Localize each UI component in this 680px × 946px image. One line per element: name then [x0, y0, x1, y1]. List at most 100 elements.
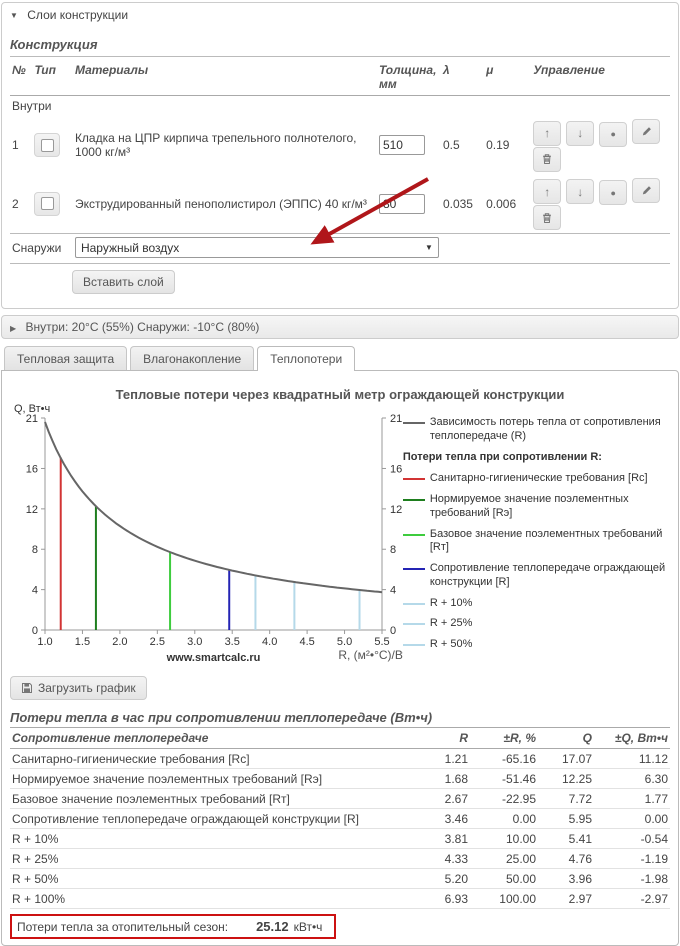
triangle-right-icon: ▶	[10, 324, 17, 333]
layer-checkbox[interactable]	[34, 191, 61, 216]
climate-bar-label: Внутри: 20°C (55%) Снаружи: -10°C (80%)	[25, 320, 260, 334]
triangle-down-icon: ▼	[10, 11, 18, 20]
arrow-up-icon: ↑	[544, 126, 551, 140]
svg-text:4.0: 4.0	[262, 636, 277, 648]
svg-text:5.0: 5.0	[337, 636, 352, 648]
layers-panel: ▼ Слои конструкции Конструкция № Тип Мат…	[1, 2, 679, 309]
svg-text:8: 8	[390, 544, 396, 556]
construction-title: Конструкция	[10, 31, 670, 57]
tab-тепловая-защита[interactable]: Тепловая защита	[4, 346, 128, 370]
svg-text:Q, Вт•ч: Q, Вт•ч	[14, 403, 50, 415]
legend-line-icon	[402, 533, 425, 536]
edit-button[interactable]	[632, 177, 661, 203]
heat-loss-chart: Q, Вт•ч 0 0 4 4 8 8 12 12 16 16 21 21 1.0 1.5 2.0 2.5 3.0…	[14, 403, 403, 664]
trash-icon	[543, 212, 552, 223]
svg-text:5.5: 5.5	[374, 636, 389, 648]
svg-text:21: 21	[390, 413, 402, 425]
dot-icon: ●	[610, 129, 616, 139]
move-up-button[interactable]: ↑	[533, 179, 562, 204]
inside-label: Внутри	[12, 99, 52, 113]
legend-line-icon	[402, 623, 425, 626]
svg-text:16: 16	[390, 463, 402, 475]
svg-text:12: 12	[26, 504, 38, 516]
season-total-unit: кВт•ч	[293, 919, 323, 934]
select-button[interactable]: ●	[599, 121, 628, 147]
svg-text:12: 12	[390, 504, 402, 516]
legend-item: Сопротивление теплопередаче ограждающей …	[402, 562, 670, 590]
layer-checkbox[interactable]	[34, 133, 61, 158]
legend-line-icon	[402, 644, 425, 646]
thickness-input[interactable]	[378, 193, 425, 214]
legend-item: R + 25%	[402, 617, 670, 631]
loss-table-title: Потери тепла в час при сопротивлении теп…	[10, 710, 433, 725]
tab-list: Тепловая защита Влагонакопление Теплопотер…	[1, 346, 679, 371]
pencil-icon	[642, 185, 651, 194]
thickness-input[interactable]	[378, 135, 425, 156]
svg-text:2.5: 2.5	[150, 636, 165, 648]
legend-item: R + 50%	[402, 638, 670, 652]
svg-text:3.0: 3.0	[187, 636, 202, 648]
svg-text:4: 4	[32, 585, 38, 597]
move-down-button[interactable]: ↓	[566, 179, 595, 204]
legend-item: R + 10%	[402, 597, 670, 611]
legend-line-icon	[402, 602, 425, 605]
season-total-value: 25.12	[256, 919, 289, 934]
construction-rows: Внутри 1 Кладка на ЦПР кирпича трепельног…	[10, 96, 670, 234]
select-button[interactable]: ●	[599, 180, 628, 205]
col-header-mu: μ	[484, 59, 532, 96]
construction-table: № Тип Материалы Толщина, мм λ μ Управлен…	[10, 59, 670, 261]
col-header-materials: Материалы	[72, 59, 377, 96]
heat-loss-tab-panel: Тепловые потери через квадратный метр ог…	[1, 370, 679, 946]
climate-accordion-bar[interactable]: ▶ Внутри: 20°C (55%) Снаружи: -10°C (80%…	[1, 315, 679, 339]
checkbox-icon	[40, 197, 54, 211]
save-icon	[22, 683, 32, 693]
dot-icon: ●	[610, 187, 616, 198]
loss-table-row: Сопротивление теплопередаче ограждающей …	[10, 808, 670, 829]
arrow-up-icon: ↑	[544, 184, 551, 199]
row-number: 2	[12, 196, 19, 211]
mu-value: 0.006	[486, 196, 517, 211]
layers-panel-header[interactable]: ▼ Слои конструкции	[2, 3, 678, 27]
material-row: 2 Экструдированный пенополистирол (ЭППС) …	[10, 175, 670, 234]
loss-table-row: R + 50% 5.20 50.00 3.96 -1.98	[10, 868, 670, 889]
move-down-button[interactable]: ↓	[566, 120, 595, 146]
loss-table-row: Санитарно-гигиенические требования [Rс] 1…	[10, 748, 670, 769]
arrow-down-icon: ↓	[577, 126, 584, 140]
row-number: 1	[12, 138, 19, 153]
legend-line-icon	[402, 568, 425, 570]
legend-line-icon	[402, 422, 425, 424]
col-header-lambda: λ	[440, 59, 485, 96]
legend-item: Санитарно-гигиенические требования [Rс]	[402, 472, 670, 486]
material-row: 1 Кладка на ЦПР кирпича трепельного полно…	[10, 116, 670, 175]
layers-panel-title: Слои конструкции	[27, 8, 129, 22]
insert-layer-button[interactable]: Вставить слой	[72, 270, 175, 294]
download-chart-button[interactable]: Загрузить график	[10, 676, 147, 700]
move-up-button[interactable]: ↑	[533, 120, 562, 146]
col-header-num: №	[10, 59, 33, 96]
chart-legend: Зависимость потерь тепла от сопротивлени…	[402, 402, 670, 659]
svg-text:16: 16	[26, 463, 38, 475]
season-total-box: Потери тепла за отопительный сезон: 25.1…	[10, 914, 337, 939]
svg-text:4.5: 4.5	[299, 636, 314, 648]
loss-table: Сопротивление теплопередаче R ±R, % Q ±Q…	[10, 727, 670, 909]
season-total-label: Потери тепла за отопительный сезон:	[17, 919, 229, 934]
chart-title: Тепловые потери через квадратный метр ог…	[115, 387, 565, 402]
edit-button[interactable]	[632, 119, 661, 144]
tab-влагонакопление[interactable]: Влагонакопление	[130, 346, 255, 370]
outside-material-select[interactable]: Наружный воздух ▼	[74, 237, 439, 258]
delete-button[interactable]	[533, 205, 562, 230]
outside-label: Снаружи	[10, 233, 73, 261]
col-header-thickness: Толщина, мм	[376, 59, 441, 96]
legend-line-icon	[402, 499, 425, 501]
delete-button[interactable]	[533, 146, 562, 172]
legend-line-icon	[402, 478, 425, 481]
loss-table-row: R + 10% 3.81 10.00 5.41 -0.54	[10, 828, 670, 849]
col-header-control: Управление	[531, 59, 670, 96]
pencil-icon	[642, 127, 651, 136]
svg-text:R, (м²•°С)/Вт: R, (м²•°С)/Вт	[338, 648, 403, 662]
legend-item: Зависимость потерь тепла от сопротивлени…	[402, 416, 670, 444]
legend-subtitle: Потери тепла при сопротивлении R:	[402, 450, 602, 463]
svg-text:1.5: 1.5	[75, 636, 90, 648]
tab-теплопотери[interactable]: Теплопотери	[257, 346, 356, 371]
svg-text:0: 0	[32, 625, 38, 637]
